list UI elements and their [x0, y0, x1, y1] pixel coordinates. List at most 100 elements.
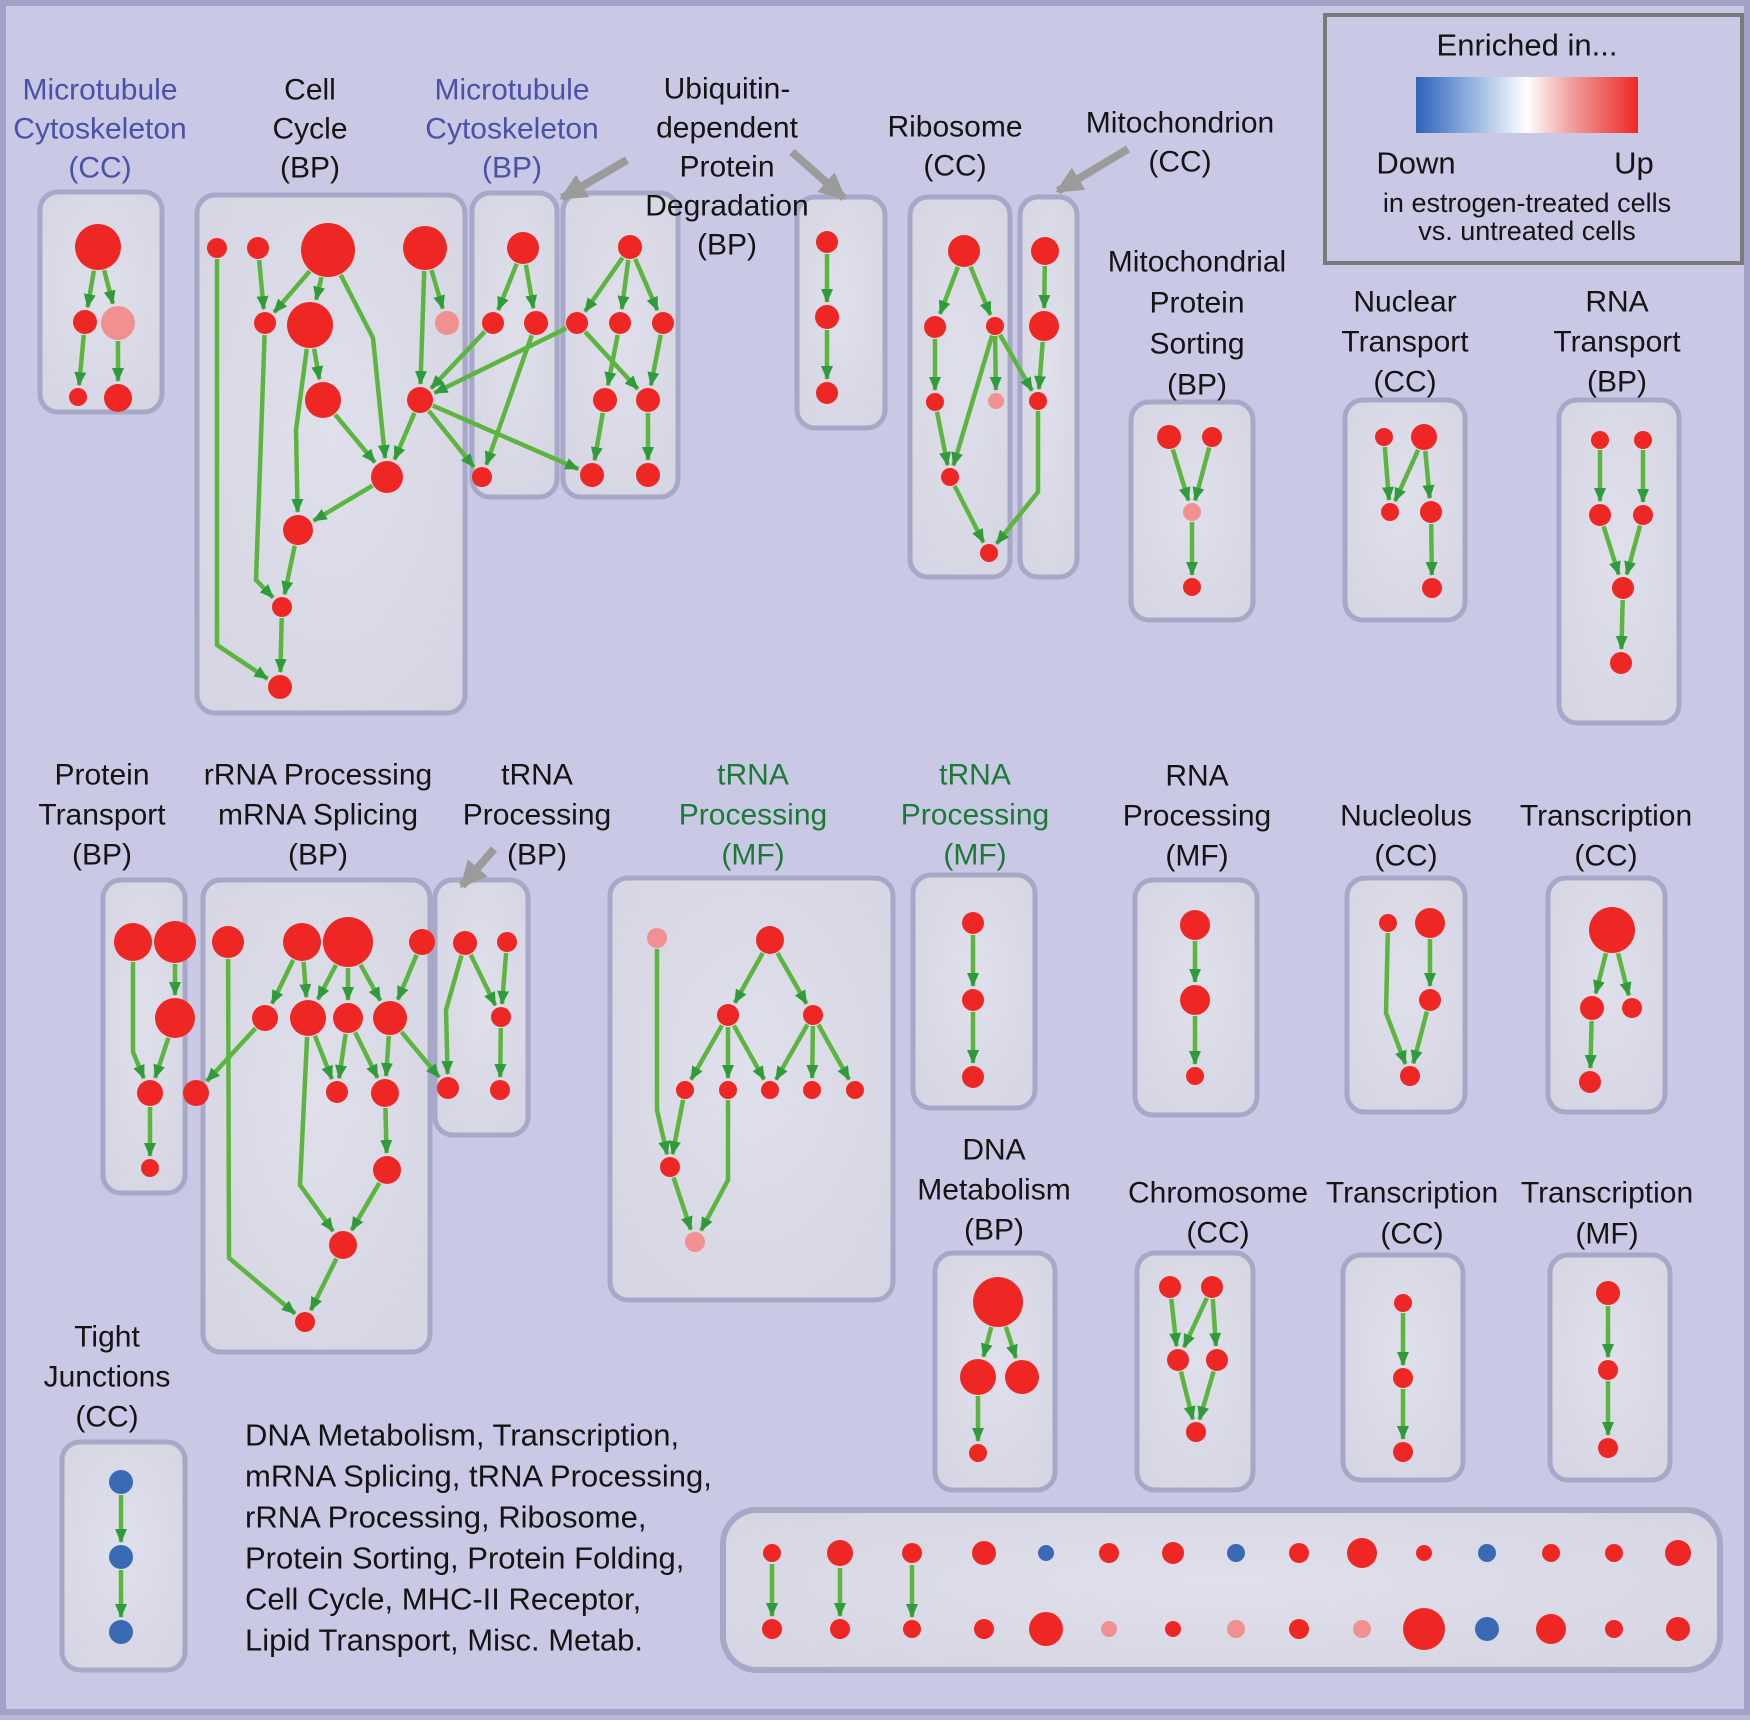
node-tight-junctions-1 [109, 1545, 133, 1569]
group-label-ubiquitin-line4: (BP) [697, 229, 757, 262]
group-label-ubiquitin-line1: dependent [656, 112, 798, 145]
group-label-tight-junctions-line2: (CC) [75, 1401, 138, 1434]
node-nucleolus-3 [1400, 1066, 1420, 1086]
edge-trna-mf-1-10 [699, 1100, 731, 1232]
edge-cell-cycle-1 [256, 259, 269, 311]
node-rrna-11 [373, 1156, 401, 1184]
node-rna-transport-5 [1610, 652, 1632, 674]
edge-mitochondrion-1 [1034, 341, 1046, 390]
node-ubiquitin-2 [609, 312, 631, 334]
node-transcription-cc-mid-1 [1580, 996, 1604, 1020]
edge-rrna-7 [205, 1026, 258, 1083]
group-label-microtubule-cc-line2: (CC) [68, 152, 131, 185]
node-rrna-0 [212, 926, 244, 958]
edge-ribosome-4 [951, 334, 995, 467]
edge-chromosome-3 [1178, 1371, 1196, 1421]
group-label-rrna-line1: mRNA Splicing [218, 799, 418, 832]
edge-cell-cycle-0 [214, 259, 269, 681]
node-transcription-mf-1 [1598, 1360, 1618, 1380]
edge-trna-bp-0 [468, 953, 498, 1007]
edge-cell-cycle-9 [333, 413, 377, 464]
edge-ubiquitin-1 [617, 259, 631, 311]
strip-top-node-7 [1227, 1544, 1245, 1562]
group-label-mito-sorting-line1: Protein [1149, 287, 1244, 320]
ubiquitin-right-arrow [789, 149, 847, 201]
edge-ribosome-6 [952, 484, 986, 544]
node-microtubule-cc-4 [104, 384, 132, 412]
legend-subtitle-2: vs. untreated cells [1418, 216, 1636, 246]
node-cell-cycle-8 [407, 387, 433, 413]
group-label-transcription-mf-line1: (MF) [1575, 1218, 1638, 1251]
strip-bottom-node-14 [1666, 1617, 1690, 1641]
node-trna-mf-1-3 [803, 1005, 823, 1025]
legend-subtitle-1: in estrogen-treated cells [1383, 188, 1671, 218]
group-label-rrna-line2: (BP) [288, 839, 348, 872]
node-mitochondrion-2 [1029, 392, 1047, 410]
edge-ribosome-1 [968, 265, 993, 316]
strip-bottom-node-4 [1029, 1612, 1063, 1646]
node-trna-bp-0 [453, 931, 477, 955]
node-cell-cycle-5 [287, 302, 333, 348]
node-rrna-4 [252, 1005, 278, 1031]
group-label-trna-mf-2-line0: tRNA [939, 759, 1011, 792]
group-label-protein-transport-line0: Protein [54, 759, 149, 792]
edge-rrna-3 [315, 963, 338, 1001]
group-label-transcription-cc-mid-line1: (CC) [1574, 840, 1637, 873]
strip-bottom-node-0 [762, 1619, 782, 1639]
legend-gradient-bar [1416, 77, 1638, 133]
cross-edge-3 [431, 403, 580, 472]
node-nucleolus-0 [1379, 914, 1397, 932]
group-label-trna-mf-2-line2: (MF) [943, 839, 1006, 872]
group-label-protein-transport-line2: (BP) [72, 839, 132, 872]
node-cell-cycle-0 [207, 238, 227, 258]
node-rna-proc-mf-1 [1180, 985, 1210, 1015]
strip-bottom-node-2 [903, 1620, 921, 1638]
node-trna-bp-2 [491, 1007, 511, 1027]
edge-cell-cycle-11 [253, 334, 275, 600]
legend-box [1323, 13, 1744, 265]
node-trna-mf-1-10 [685, 1232, 705, 1252]
edge-rrna-6 [395, 954, 419, 1001]
strip-top-node-4 [1038, 1545, 1054, 1561]
edge-dna-metab-0 [980, 1326, 994, 1358]
strip-bottom-node-5 [1101, 1621, 1117, 1637]
node-cell-cycle-2 [301, 223, 355, 277]
edge-transcription-cc-mid-0 [1593, 952, 1609, 995]
node-rna-proc-mf-0 [1180, 910, 1210, 940]
edge-microtubule-cc-2 [74, 334, 87, 387]
group-box-ubiquitin-2 [794, 194, 888, 431]
group-label-transcription-cc-bot-line0: Transcription [1326, 1177, 1498, 1210]
group-label-trna-mf-1-line2: (MF) [721, 839, 784, 872]
node-trna-bp-3 [437, 1077, 459, 1099]
edge-rrna-5 [358, 963, 383, 1002]
edge-nucleolus-0 [1383, 932, 1408, 1065]
node-cell-cycle-4 [254, 312, 276, 334]
node-ribosome-5 [941, 468, 959, 486]
edge-mitochondrion-0 [1038, 265, 1051, 309]
node-trna-mf-1-6 [761, 1081, 779, 1099]
node-dna-metab-2 [1005, 1360, 1039, 1394]
strip-top-node-6 [1162, 1542, 1184, 1564]
edge-trna-mf-1-2 [775, 951, 809, 1005]
edge-ubiquitin-2 [633, 258, 660, 312]
strip-top-node-9 [1347, 1538, 1377, 1568]
edge-cell-cycle-10 [392, 412, 417, 461]
node-nuclear-transport-1 [1411, 424, 1437, 450]
node-chromosome-2 [1167, 1349, 1189, 1371]
group-label-microtubule-bp-line1: Cytoskeleton [425, 113, 598, 146]
node-rrna-8 [183, 1080, 209, 1106]
annotation-text-line1: mRNA Splicing, tRNA Processing, [245, 1459, 712, 1494]
group-label-protein-transport-line1: Transport [38, 799, 166, 832]
node-mito-sorting-0 [1157, 425, 1181, 449]
strip-bottom-node-12 [1536, 1614, 1566, 1644]
edge-nuclear-transport-2 [1422, 450, 1435, 500]
edge-cell-cycle-3 [313, 276, 325, 301]
edge-ribosome-3 [989, 335, 1002, 391]
ubiquitin-left-arrow [559, 156, 630, 202]
group-box-rna-transport [1556, 397, 1682, 726]
node-protein-transport-1 [154, 921, 196, 963]
edge-protein-transport-0 [130, 962, 146, 1080]
group-label-trna-bp-line2: (BP) [507, 839, 567, 872]
group-label-rna-proc-mf-line0: RNA [1165, 760, 1228, 793]
node-nucleolus-2 [1419, 989, 1441, 1011]
